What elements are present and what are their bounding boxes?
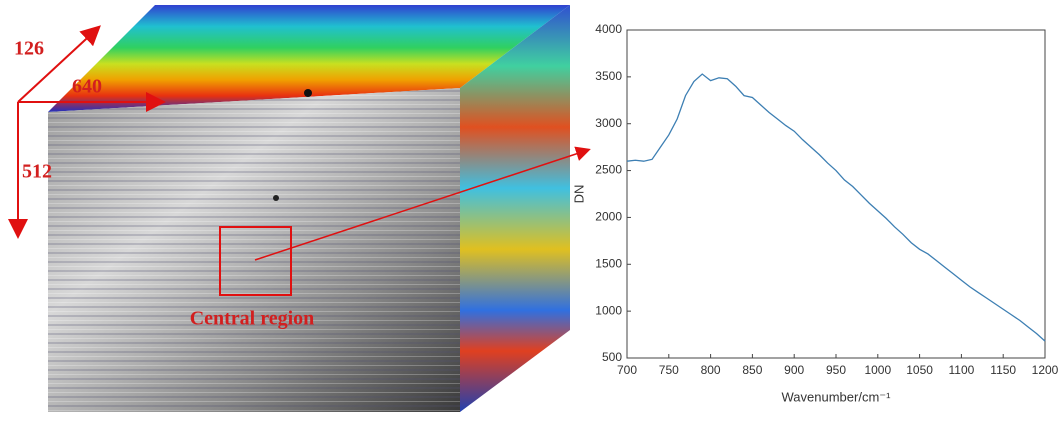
x-tick-label: 1150	[990, 363, 1016, 377]
x-tick-label: 1000	[864, 363, 891, 377]
x-tick-label: 1200	[1032, 363, 1059, 377]
y-tick-label: 4000	[595, 22, 622, 36]
x-tick-label: 750	[659, 363, 679, 377]
dot	[304, 89, 312, 97]
width-label: 640	[72, 76, 102, 98]
region-box	[219, 226, 292, 296]
cube-top	[48, 5, 570, 112]
y-tick-label: 500	[602, 350, 622, 364]
cube-front-stripes	[48, 88, 460, 412]
height-label: 512	[22, 161, 52, 183]
y-tick-label: 2500	[595, 163, 622, 177]
y-tick-label: 3500	[595, 69, 622, 83]
x-tick-label: 1050	[906, 363, 933, 377]
dot	[273, 195, 279, 201]
y-tick-label: 1500	[595, 256, 622, 270]
axis-arrow	[17, 25, 101, 103]
x-tick-label: 850	[742, 363, 762, 377]
cube: 126 640 512 Central region	[8, 5, 591, 412]
x-axis-label: Wavenumber/cm⁻¹	[782, 389, 892, 404]
cube-side	[460, 5, 570, 412]
x-tick-label: 950	[826, 363, 846, 377]
x-tick-label: 1100	[948, 363, 974, 377]
line-series	[626, 73, 1046, 342]
x-tick-label: 900	[784, 363, 804, 377]
bands-label: 126	[14, 38, 44, 60]
y-tick-label: 2000	[595, 210, 622, 224]
x-tick-label: 800	[701, 363, 721, 377]
plot-frame	[626, 29, 1046, 359]
y-tick-label: 1000	[595, 303, 622, 317]
region-label: Central region	[190, 308, 315, 330]
x-tick-label: 700	[617, 363, 637, 377]
region-arrow	[254, 146, 591, 261]
y-axis-label: DN	[571, 185, 586, 204]
y-tick-label: 3000	[595, 116, 622, 130]
